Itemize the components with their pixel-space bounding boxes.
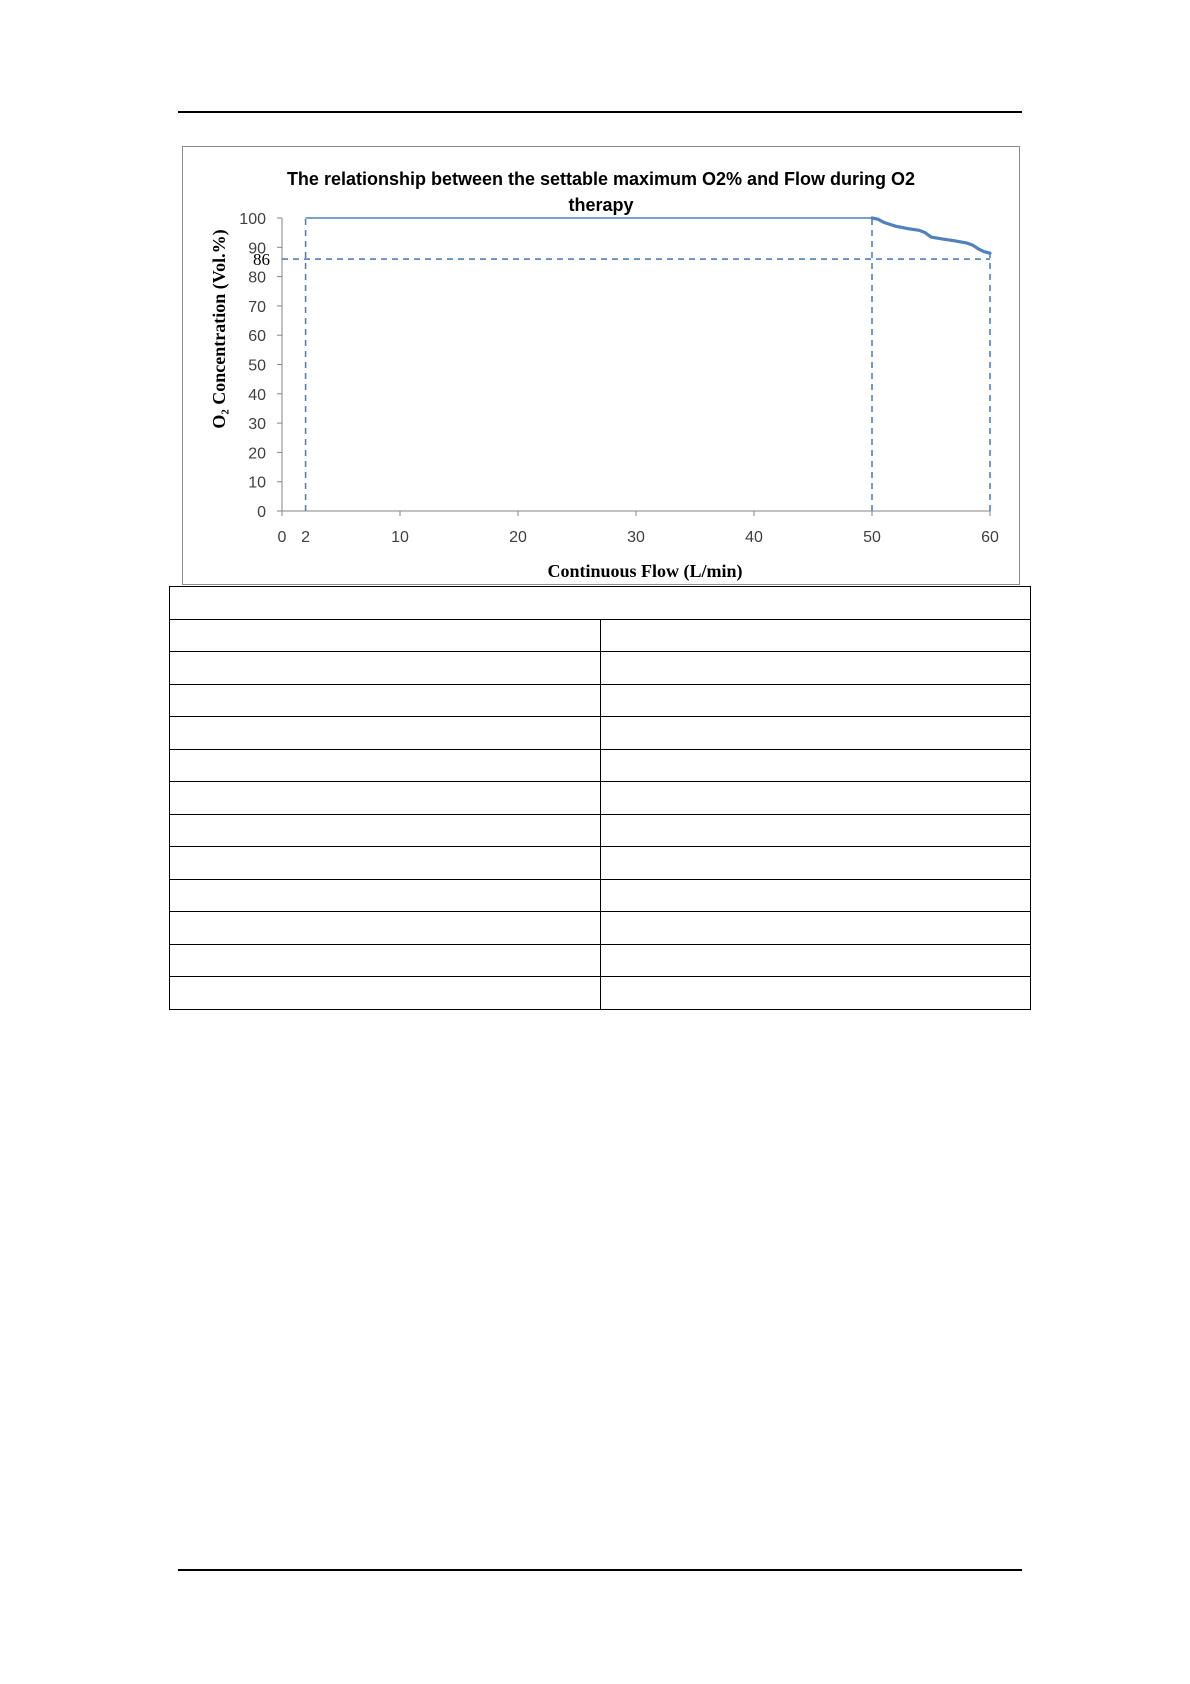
chart-frame: The relationship between the settable ma… [182,146,1020,585]
table-cell [169,683,601,717]
x-tick-label: 60 [981,529,999,546]
y-tick-label: 30 [248,416,266,433]
table-cell [169,651,601,685]
x-tick-label: 2 [301,529,310,546]
table-row [169,878,1031,912]
table-row [169,683,1031,717]
data-table [169,586,1031,1010]
table-cell [599,618,1031,652]
table-cell [169,878,601,912]
table-cell [169,716,601,750]
y-tick-label: 0 [257,504,266,521]
table-cell [169,911,601,945]
series-lines [305,216,992,255]
table-row [169,911,1031,945]
table-cell [169,813,601,847]
y-tick-label: 50 [248,358,266,375]
header-rule [178,111,1022,113]
chart-axes [277,217,991,516]
x-tick-label: 30 [627,529,645,546]
table-cell [599,911,1031,945]
table-row [169,748,1031,782]
table-header-cell [169,586,1031,620]
series-line-curve [870,216,992,255]
table-row [169,781,1031,815]
y-tick-label: 70 [248,299,266,316]
table-cell [169,846,601,880]
table-cell [169,781,601,815]
table-cell [599,716,1031,750]
y-tick-label: 40 [248,387,266,404]
table-cell [599,651,1031,685]
y-tick-label: 10 [248,475,266,492]
table-cell [169,618,601,652]
table-cell [599,683,1031,717]
y-tick-label: 80 [248,270,266,287]
table-row [169,976,1031,1010]
chart-title-line: The relationship between the settable ma… [287,169,915,189]
table-cell [599,878,1031,912]
y-tick-label: 90 [248,240,266,257]
table-header-row [169,586,1031,620]
y-tick-label: 20 [248,445,266,462]
table-cell [169,748,601,782]
x-tick-label: 0 [278,529,287,546]
chart-title-line: therapy [568,195,633,215]
table-row [169,943,1031,977]
table-cell [599,813,1031,847]
x-tick-label: 20 [509,529,527,546]
table-cell [599,943,1031,977]
y-reference-label: 86 [253,250,270,269]
y-tick-labels: 0 10 20 30 40 50 60 70 80 90 100 86 [239,211,270,521]
y-tick-label: 100 [239,211,266,228]
o2-flow-chart: The relationship between the settable ma… [209,169,999,582]
x-tick-label: 10 [391,529,409,546]
table-row [169,846,1031,880]
table-cell [599,781,1031,815]
reference-lines [282,218,991,511]
table-cell [169,943,601,977]
y-tick-label: 60 [248,328,266,345]
x-tick-label: 50 [863,529,881,546]
y-axis-label: O₂ Concentration (Vol.%) [209,229,230,428]
table-row [169,618,1031,652]
footer-rule [178,1569,1022,1571]
table-row [169,651,1031,685]
table-row [169,813,1031,847]
table-cell [599,748,1031,782]
table-row [169,716,1031,750]
x-tick-labels: 0 2 10 20 30 40 50 60 [278,529,999,546]
table-cell [169,976,601,1010]
chart-title: The relationship between the settable ma… [287,169,915,215]
x-axis-label: Continuous Flow (L/min) [547,561,742,582]
table-cell [599,976,1031,1010]
x-tick-label: 40 [745,529,763,546]
table-cell [599,846,1031,880]
